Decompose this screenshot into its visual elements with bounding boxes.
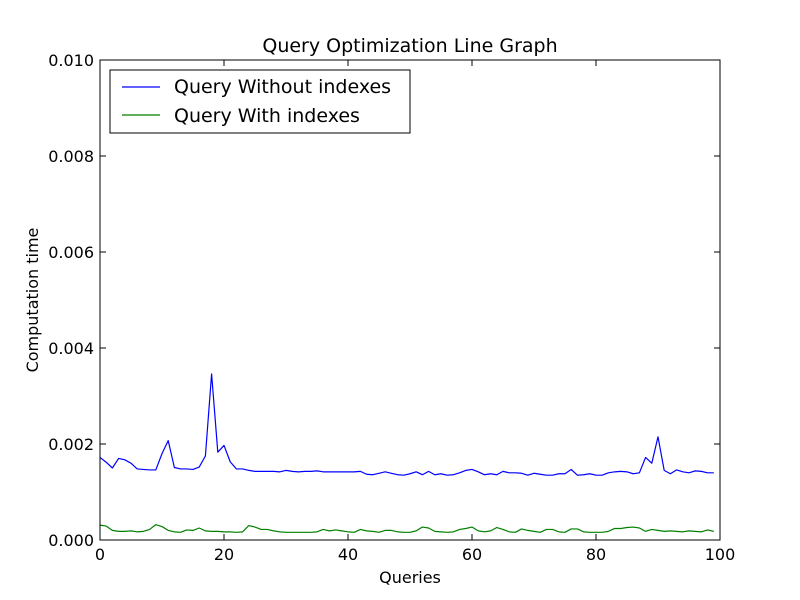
legend: Query Without indexes Query With indexes [109, 69, 411, 134]
legend-label-without-indexes: Query Without indexes [174, 76, 391, 98]
y-tick-label: 0.002 [48, 435, 94, 454]
y-tick-label: 0.000 [48, 531, 94, 550]
chart-title: Query Optimization Line Graph [262, 35, 557, 57]
y-tick-label: 0.008 [48, 147, 94, 166]
legend-label-with-indexes: Query With indexes [174, 105, 360, 127]
x-tick-label: 20 [214, 545, 234, 564]
x-tick-label: 80 [586, 545, 606, 564]
y-axis-label: Computation time [23, 228, 42, 373]
y-tick-label: 0.004 [48, 339, 94, 358]
y-tick-label: 0.010 [48, 51, 94, 70]
y-tick-label: 0.006 [48, 243, 94, 262]
series-layer [99, 373, 714, 533]
x-tick-label: 100 [705, 545, 736, 564]
ticks-layer: 0 20 40 60 80 100 0.000 0.002 0.004 0.006 0.008 0.0… [48, 51, 735, 564]
legend-box [109, 69, 411, 134]
x-tick-label: 40 [338, 545, 358, 564]
x-tick-label: 0 [95, 545, 105, 564]
x-tick-label: 60 [462, 545, 482, 564]
plot-frame [99, 59, 721, 541]
series-line-0 [99, 373, 714, 476]
x-axis-label: Queries [379, 568, 441, 587]
series-line-1 [99, 524, 714, 533]
